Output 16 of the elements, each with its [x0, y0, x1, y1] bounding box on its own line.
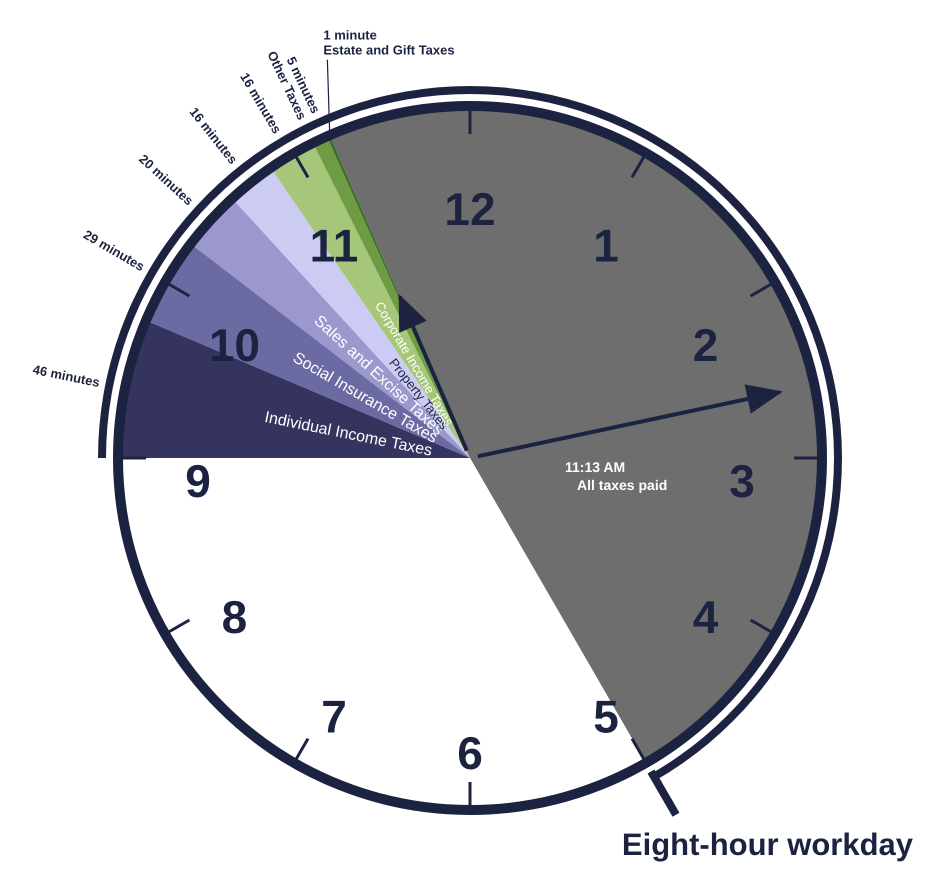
- data-label: 1 minute: [323, 28, 377, 43]
- text: 6: [457, 727, 483, 780]
- text: 3: [729, 455, 755, 508]
- text: 2: [692, 319, 718, 372]
- text: 12: [444, 183, 496, 236]
- text: 1: [593, 220, 619, 272]
- slice-label: Estate and Gift Taxes: [323, 42, 455, 58]
- text: Eight-hour workday: [622, 826, 914, 862]
- text: 11:13 AM All taxes paid: [565, 459, 668, 494]
- text: 9: [185, 455, 211, 508]
- text: 4: [692, 591, 719, 644]
- text: 7: [321, 690, 347, 743]
- text: 8: [222, 591, 248, 644]
- text: 5: [593, 690, 619, 743]
- text: 10: [208, 319, 260, 372]
- data-label: 46 minutes: [32, 362, 102, 390]
